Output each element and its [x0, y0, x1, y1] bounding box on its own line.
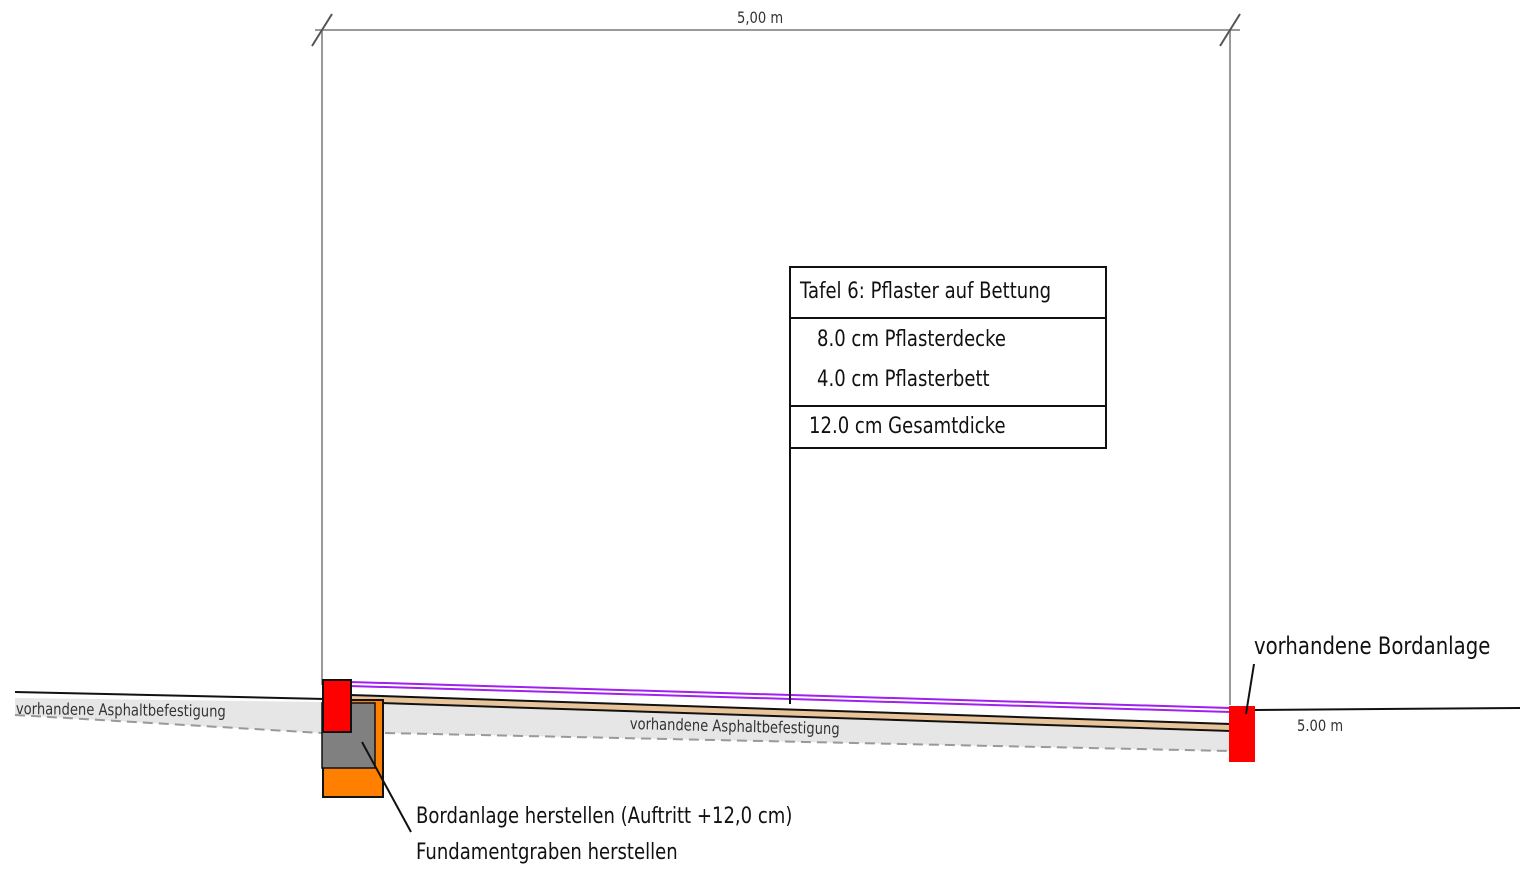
asphalt-left-label: vorhandene Asphaltbefestigung — [15, 699, 226, 721]
existing-curb — [1229, 706, 1255, 762]
asphalt-left-fill — [15, 698, 322, 733]
new-curb — [322, 679, 352, 733]
asphalt-left-bottom-dashed — [14, 714, 323, 734]
foundation-label: Fundamentgraben herstellen — [416, 840, 678, 865]
legend-layer-2: 4.0 cm Pflasterbett — [817, 367, 990, 392]
legend-title: Tafel 6: Pflaster auf Bettung — [800, 279, 1052, 304]
curb-existing-leader — [1245, 663, 1255, 715]
existing-curb-label: vorhandene Bordanlage — [1254, 632, 1491, 660]
curb-new-leader — [361, 741, 412, 833]
dimension-top-label: 5,00 m — [737, 8, 784, 27]
new-curb-label: Bordanlage herstellen (Auftritt +12,0 cm… — [416, 804, 793, 829]
asphalt-center-bottom-dashed — [384, 732, 1231, 752]
asphalt-center-fill — [352, 703, 1230, 751]
dimension-tick-left — [311, 13, 333, 47]
legend-layer-1: 8.0 cm Pflasterdecke — [817, 327, 1006, 352]
legend-total: 12.0 cm Gesamtdicke — [809, 414, 1006, 439]
asphalt-left-top — [14, 691, 326, 700]
legend-separator-2 — [791, 405, 1105, 407]
asphalt-right-top — [1254, 707, 1520, 711]
layer-legend-table: Tafel 6: Pflaster auf Bettung 8.0 cm Pfl… — [789, 266, 1107, 449]
legend-separator-1 — [791, 317, 1105, 319]
dimension-right-label: 5.00 m — [1297, 716, 1344, 735]
dimension-tick-right — [1219, 13, 1241, 47]
